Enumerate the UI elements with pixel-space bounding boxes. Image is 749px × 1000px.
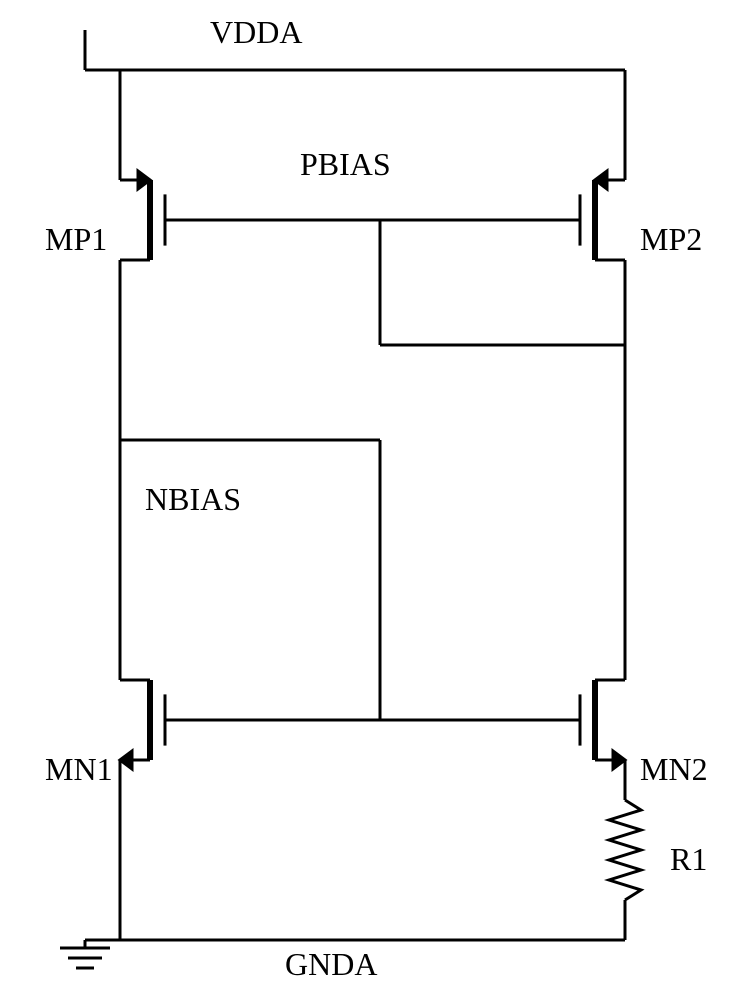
label-r1: R1 [670,841,707,877]
polygon-elem [613,751,625,769]
label-vdda: VDDA [210,14,302,50]
polyline-elem [609,800,641,900]
label-mn1: MN1 [45,751,113,787]
bias-circuit-schematic: VDDA GNDA PBIAS NBIAS MP1 MP2 MN1 MN2 R1 [0,0,749,1000]
label-mp1: MP1 [45,221,107,257]
polygon-elem [120,751,132,769]
label-mp2: MP2 [640,221,702,257]
label-nbias: NBIAS [145,481,241,517]
label-mn2: MN2 [640,751,708,787]
label-gnda: GNDA [285,946,377,982]
label-pbias: PBIAS [300,146,391,182]
